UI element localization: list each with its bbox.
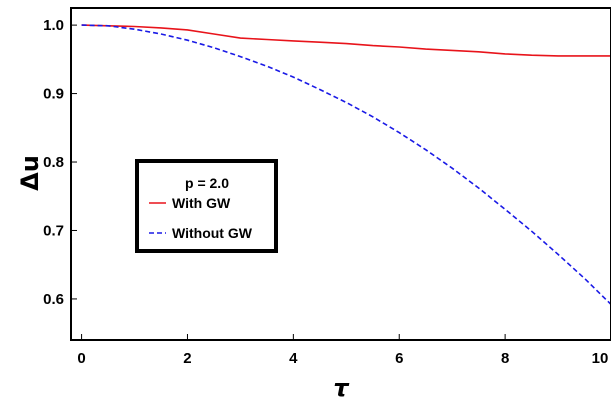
x-axis-ticks <box>81 334 611 340</box>
x-tick-label: 4 <box>289 350 298 367</box>
y-axis-label: Δu <box>16 155 44 191</box>
series-line-without-gw <box>81 24 611 305</box>
legend: p = 2.0 With GW Without GW <box>135 159 278 253</box>
y-tick-label: 0.9 <box>43 86 64 103</box>
y-axis-ticks <box>71 24 77 300</box>
x-tick-label: 2 <box>183 350 191 367</box>
legend-title: p = 2.0 <box>185 175 229 191</box>
x-tick-label: 8 <box>501 350 509 367</box>
plot-frame <box>70 7 611 341</box>
x-tick-label: 6 <box>395 350 403 367</box>
y-tick-label: 0.6 <box>43 291 64 308</box>
y-tick-label: 0.7 <box>43 222 64 239</box>
legend-label-without-gw: Without GW <box>172 225 253 241</box>
legend-box <box>135 159 278 253</box>
series-line-with-gw <box>81 24 611 57</box>
x-axis-label: τ <box>333 374 350 402</box>
y-tick-label: 1.0 <box>43 17 64 34</box>
y-tick-label: 0.8 <box>43 154 64 171</box>
x-axis-tick-labels: 0 2 4 6 8 10 <box>77 350 608 367</box>
y-axis-tick-labels: 0.6 0.7 0.8 0.9 1.0 <box>43 17 64 308</box>
x-tick-label: 10 <box>592 350 609 367</box>
plot-lines <box>81 24 611 305</box>
legend-label-with-gw: With GW <box>172 195 231 211</box>
x-tick-label: 0 <box>77 350 85 367</box>
